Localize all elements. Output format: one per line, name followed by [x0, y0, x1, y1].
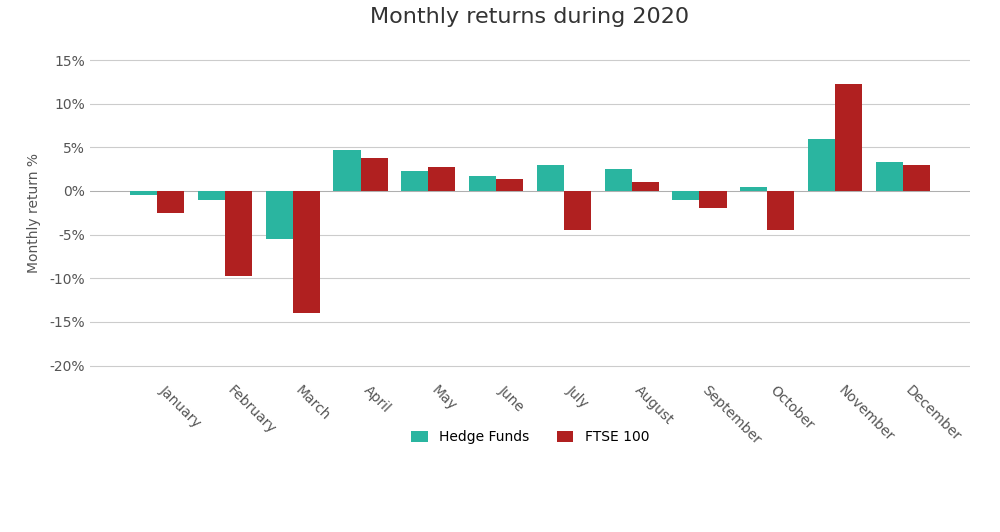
Bar	[632, 182, 659, 191]
Bar	[157, 191, 184, 213]
Bar	[469, 176, 496, 191]
Bar	[699, 191, 727, 209]
Bar	[537, 165, 564, 191]
Bar	[564, 191, 591, 230]
Bar	[672, 191, 699, 200]
Bar	[876, 162, 903, 191]
Bar	[605, 169, 632, 191]
Bar	[740, 187, 767, 191]
Bar	[361, 158, 388, 191]
Bar	[198, 191, 225, 200]
Bar	[808, 139, 835, 191]
Title: Monthly returns during 2020: Monthly returns during 2020	[370, 7, 690, 27]
Bar	[767, 191, 794, 230]
Bar	[333, 150, 361, 191]
Bar	[225, 191, 252, 276]
Bar	[496, 179, 523, 191]
Bar	[401, 171, 428, 191]
Bar	[903, 165, 930, 191]
Bar	[130, 191, 157, 195]
Bar	[266, 191, 293, 239]
Bar	[293, 191, 320, 313]
Bar	[428, 168, 455, 191]
Bar	[835, 85, 862, 191]
Y-axis label: Monthly return %: Monthly return %	[27, 153, 41, 273]
Legend: Hedge Funds, FTSE 100: Hedge Funds, FTSE 100	[404, 423, 656, 451]
